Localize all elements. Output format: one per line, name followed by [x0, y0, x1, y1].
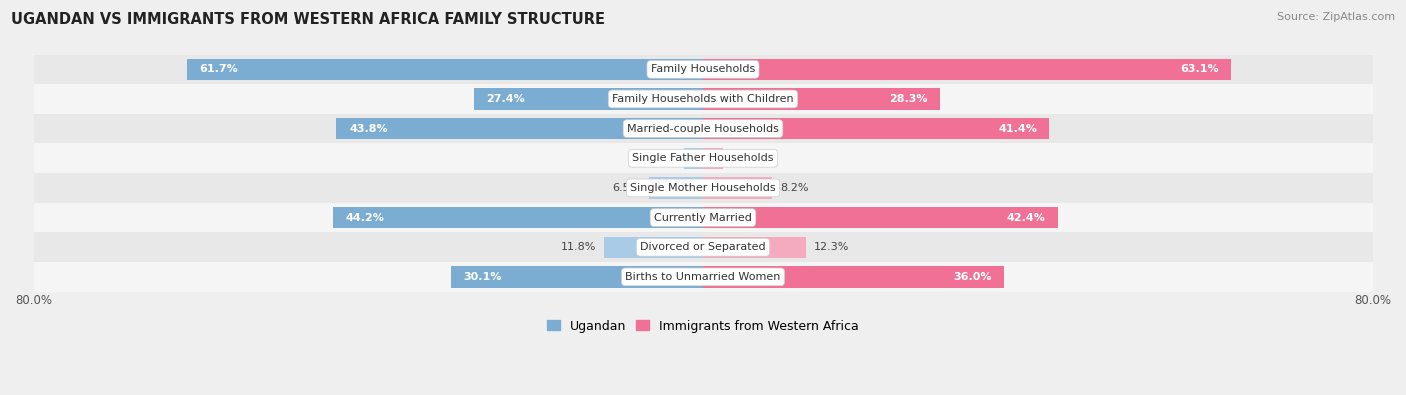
Bar [605, 237, 703, 258]
Bar [703, 237, 806, 258]
Text: Single Father Households: Single Father Households [633, 153, 773, 163]
Text: 2.3%: 2.3% [647, 153, 675, 163]
Bar [474, 88, 703, 110]
Text: 63.1%: 63.1% [1180, 64, 1219, 74]
Text: 28.3%: 28.3% [889, 94, 928, 104]
Text: Family Households: Family Households [651, 64, 755, 74]
Bar [187, 58, 703, 80]
Text: 61.7%: 61.7% [200, 64, 238, 74]
Text: 41.4%: 41.4% [998, 124, 1036, 134]
Bar [703, 58, 1232, 80]
Text: 8.2%: 8.2% [780, 183, 808, 193]
Bar [648, 177, 703, 199]
Bar [683, 148, 703, 169]
Text: UGANDAN VS IMMIGRANTS FROM WESTERN AFRICA FAMILY STRUCTURE: UGANDAN VS IMMIGRANTS FROM WESTERN AFRIC… [11, 12, 605, 27]
Text: 42.4%: 42.4% [1007, 213, 1045, 222]
Bar [451, 266, 703, 288]
Bar [703, 177, 772, 199]
Text: Married-couple Households: Married-couple Households [627, 124, 779, 134]
Text: Single Mother Households: Single Mother Households [630, 183, 776, 193]
Text: 11.8%: 11.8% [561, 242, 596, 252]
Bar [333, 207, 703, 228]
Text: Currently Married: Currently Married [654, 213, 752, 222]
Bar [336, 118, 703, 139]
Text: Divorced or Separated: Divorced or Separated [640, 242, 766, 252]
Bar [703, 207, 1057, 228]
Bar [703, 148, 723, 169]
Bar [703, 118, 1049, 139]
Text: 6.5%: 6.5% [612, 183, 640, 193]
Text: 30.1%: 30.1% [464, 272, 502, 282]
Bar [34, 262, 1372, 292]
Bar [34, 173, 1372, 203]
Legend: Ugandan, Immigrants from Western Africa: Ugandan, Immigrants from Western Africa [543, 315, 863, 338]
Bar [703, 88, 939, 110]
Text: 36.0%: 36.0% [953, 272, 991, 282]
Text: Births to Unmarried Women: Births to Unmarried Women [626, 272, 780, 282]
Bar [34, 143, 1372, 173]
Text: 2.4%: 2.4% [731, 153, 761, 163]
Text: Source: ZipAtlas.com: Source: ZipAtlas.com [1277, 12, 1395, 22]
Text: Family Households with Children: Family Households with Children [612, 94, 794, 104]
Text: 12.3%: 12.3% [814, 242, 849, 252]
Bar [34, 55, 1372, 84]
Bar [703, 266, 1004, 288]
Text: 44.2%: 44.2% [346, 213, 384, 222]
Bar [34, 232, 1372, 262]
Text: 43.8%: 43.8% [349, 124, 388, 134]
Bar [34, 203, 1372, 232]
Text: 27.4%: 27.4% [486, 94, 524, 104]
Bar [34, 114, 1372, 143]
Bar [34, 84, 1372, 114]
